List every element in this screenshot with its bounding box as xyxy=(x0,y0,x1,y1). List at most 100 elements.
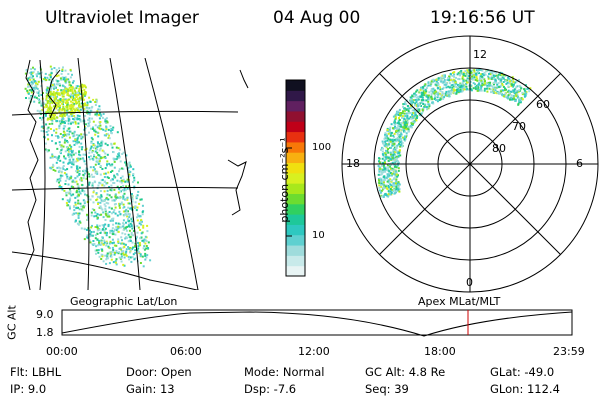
emission-pixel xyxy=(125,197,128,200)
emission-pixel xyxy=(106,231,108,234)
emission-pixel xyxy=(132,168,135,171)
emission-pixel xyxy=(435,92,438,95)
emission-pixel xyxy=(490,75,493,78)
emission-pixel xyxy=(118,206,121,209)
emission-pixel xyxy=(122,222,124,225)
emission-pixel xyxy=(56,95,58,98)
emission-pixel xyxy=(409,104,412,107)
emission-pixel xyxy=(78,208,81,211)
emission-pixel xyxy=(420,105,422,107)
emission-pixel xyxy=(136,231,139,234)
emission-pixel xyxy=(90,211,93,214)
emission-pixel xyxy=(506,96,508,99)
emission-pixel xyxy=(111,233,114,236)
emission-pixel xyxy=(457,91,460,94)
emission-pixel xyxy=(394,192,397,195)
emission-pixel xyxy=(414,113,417,116)
info-mode: Mode: Normal xyxy=(244,365,325,379)
emission-pixel xyxy=(33,81,36,84)
timeline-x-tick: 06:00 xyxy=(170,345,202,358)
emission-pixel xyxy=(94,211,97,214)
emission-pixel xyxy=(473,70,476,73)
emission-pixel xyxy=(77,126,80,128)
emission-pixel xyxy=(414,93,417,96)
emission-pixel xyxy=(464,70,467,73)
emission-pixel xyxy=(91,151,94,154)
emission-pixel xyxy=(456,73,459,76)
emission-pixel xyxy=(100,179,103,182)
graticule-line xyxy=(109,58,141,290)
emission-pixel xyxy=(66,88,69,91)
emission-pixel xyxy=(389,193,392,196)
emission-pixel xyxy=(95,99,98,102)
emission-pixel xyxy=(384,156,387,159)
emission-pixel xyxy=(125,237,128,240)
emission-pixel xyxy=(106,160,109,163)
emission-pixel xyxy=(91,150,94,152)
emission-pixel xyxy=(115,244,118,247)
emission-pixel xyxy=(397,155,400,158)
emission-pixel xyxy=(385,186,388,189)
emission-pixel xyxy=(141,220,143,223)
emission-pixel xyxy=(63,124,66,127)
emission-pixel xyxy=(414,95,416,98)
emission-pixel xyxy=(68,199,71,202)
emission-pixel xyxy=(102,243,105,246)
emission-pixel xyxy=(388,128,391,131)
emission-pixel xyxy=(49,156,52,159)
emission-pixel xyxy=(71,180,74,183)
lat-label-70: 70 xyxy=(512,120,526,133)
emission-pixel xyxy=(91,208,94,211)
emission-pixel xyxy=(139,237,142,240)
emission-pixel xyxy=(95,249,98,252)
emission-pixel xyxy=(396,175,399,178)
emission-pixel xyxy=(71,149,74,152)
emission-pixel xyxy=(101,142,104,145)
emission-pixel xyxy=(98,112,101,115)
emission-pixel xyxy=(70,161,73,164)
emission-pixel xyxy=(110,171,112,173)
emission-pixel xyxy=(58,108,61,111)
emission-pixel xyxy=(66,133,69,136)
emission-pixel xyxy=(55,91,58,94)
emission-pixel xyxy=(486,84,489,87)
emission-pixel xyxy=(385,157,388,160)
emission-pixel xyxy=(60,149,63,152)
emission-pixel xyxy=(497,73,500,76)
emission-pixel xyxy=(395,185,398,188)
emission-pixel xyxy=(382,169,385,171)
emission-pixel xyxy=(480,79,483,82)
emission-pixel xyxy=(420,95,423,98)
emission-pixel xyxy=(525,88,528,90)
emission-pixel xyxy=(95,114,98,117)
emission-pixel xyxy=(37,92,40,95)
emission-pixel xyxy=(73,212,76,215)
emission-pixel xyxy=(392,189,395,192)
emission-pixel xyxy=(422,90,425,92)
emission-pixel xyxy=(445,86,448,89)
emission-pixel xyxy=(407,107,410,110)
emission-pixel xyxy=(104,231,107,234)
emission-pixel xyxy=(90,231,93,233)
emission-pixel xyxy=(476,73,479,76)
emission-pixel xyxy=(511,76,514,79)
emission-pixel xyxy=(68,178,71,181)
emission-pixel xyxy=(483,78,486,81)
emission-pixel xyxy=(431,90,434,93)
timeline-plot xyxy=(61,309,573,337)
emission-pixel xyxy=(77,188,80,191)
emission-pixel xyxy=(409,111,412,114)
emission-pixel xyxy=(60,72,63,75)
emission-pixel xyxy=(98,224,101,227)
emission-pixel xyxy=(448,82,451,85)
emission-pixel xyxy=(77,199,80,202)
emission-pixel xyxy=(72,95,75,98)
emission-pixel xyxy=(45,131,48,133)
emission-pixel xyxy=(79,154,82,157)
emission-pixel xyxy=(118,256,121,259)
emission-pixel xyxy=(63,172,66,175)
emission-pixel xyxy=(72,121,74,124)
emission-pixel xyxy=(424,83,427,86)
emission-pixel xyxy=(461,83,464,86)
emission-pixel xyxy=(432,81,435,84)
